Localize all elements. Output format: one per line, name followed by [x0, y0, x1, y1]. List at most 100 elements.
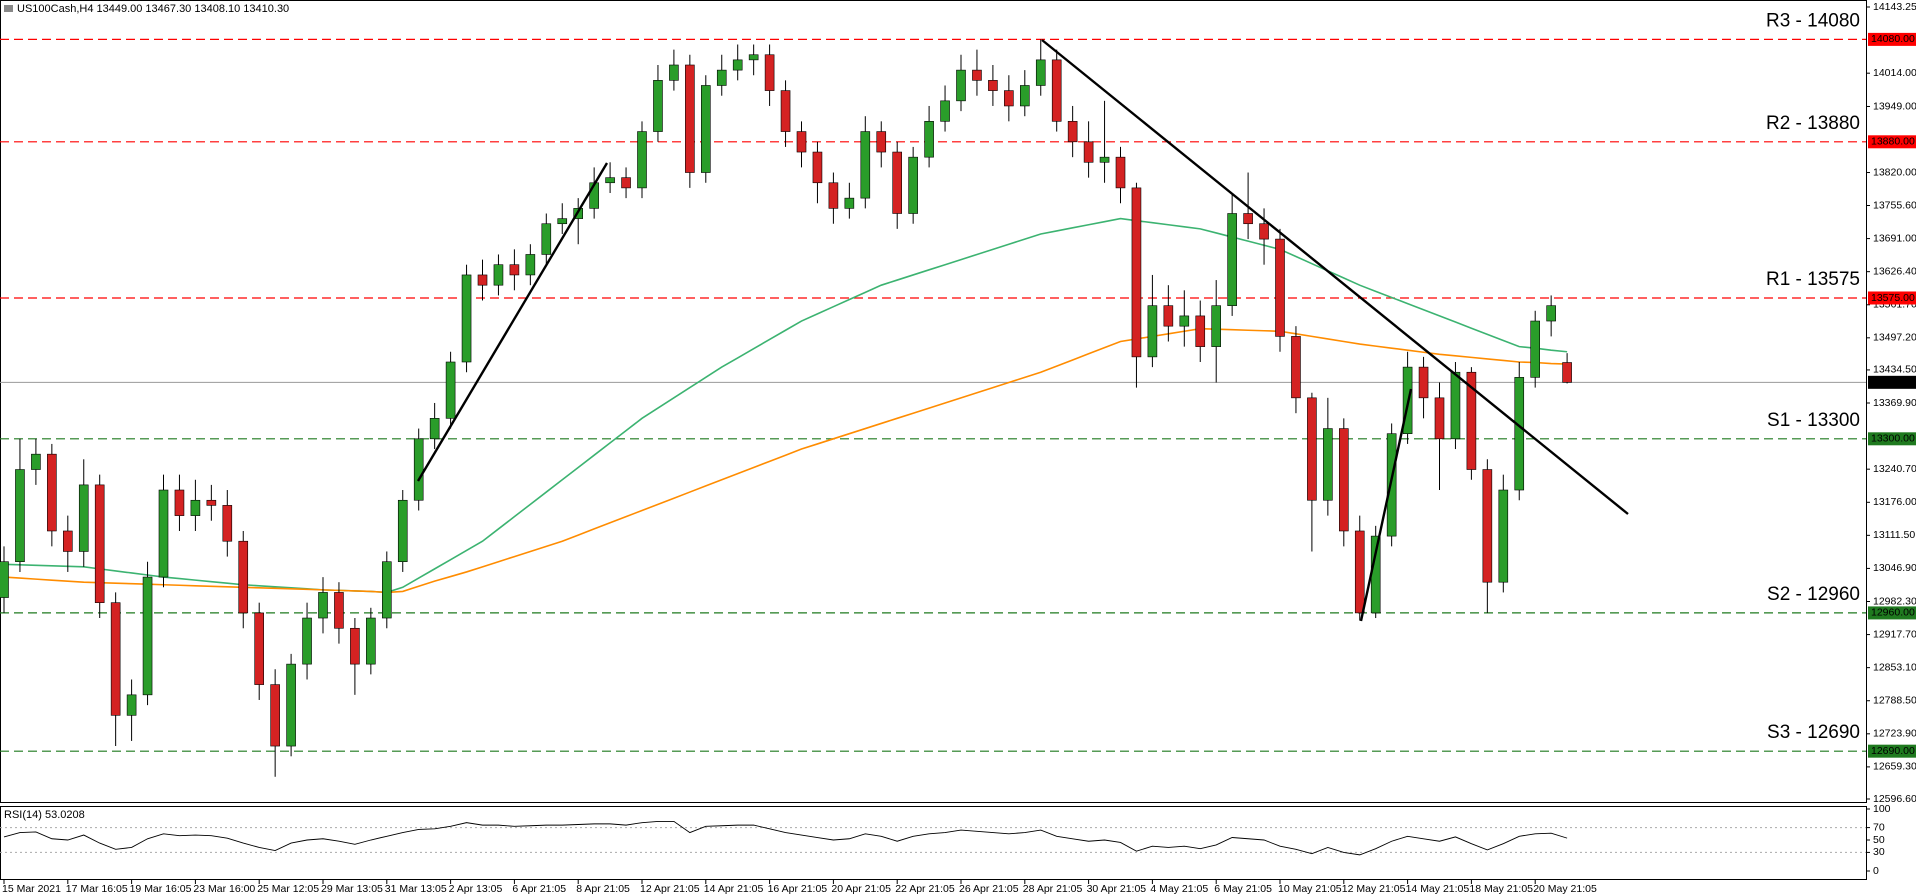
- candle-body: [1131, 187, 1142, 358]
- candle-body: [924, 121, 934, 158]
- candle-body: [47, 453, 57, 532]
- candle-body: [844, 197, 855, 209]
- candle-body: [493, 264, 504, 286]
- candle-body: [940, 100, 950, 122]
- candle-body: [876, 131, 887, 153]
- x-tick-label: 20 May 21:05: [1533, 883, 1597, 895]
- moving-average: [3, 217, 1568, 594]
- level-tick-label: 12690.00: [1871, 745, 1915, 757]
- y-tick-label: 12659.30: [1873, 761, 1916, 773]
- rsi-tick-label: 0: [1873, 865, 1879, 877]
- y-tick-label: 13949.00: [1873, 100, 1916, 112]
- candle-body: [1434, 397, 1445, 440]
- candle-body: [1067, 121, 1078, 143]
- moving-average: [3, 327, 1568, 594]
- symbol-icon: [4, 5, 13, 12]
- candle-body: [557, 218, 568, 225]
- x-tick-label: 30 Apr 21:05: [1087, 883, 1147, 895]
- candle-body: [1466, 371, 1477, 470]
- candle-body: [190, 499, 201, 516]
- x-tick-label: 4 May 21:05: [1150, 883, 1208, 895]
- candle-body: [1546, 305, 1556, 322]
- candle-body: [541, 223, 552, 255]
- candle-body: [62, 530, 73, 552]
- candle-body: [1450, 371, 1461, 440]
- x-tick-label: 20 Apr 21:05: [831, 883, 891, 895]
- x-tick-label: 17 Mar 16:05: [66, 883, 128, 895]
- candle-body: [780, 90, 791, 132]
- rsi-tick-label: 50: [1873, 834, 1885, 846]
- candle-body: [637, 131, 647, 189]
- candle-body: [238, 540, 249, 614]
- candle-body: [429, 418, 440, 440]
- candle-body: [0, 561, 9, 598]
- candle-body: [956, 69, 966, 102]
- x-tick-label: 12 May 21:05: [1342, 883, 1406, 895]
- x-tick-label: 6 Apr 21:05: [512, 883, 566, 895]
- level-tick-box: [1868, 432, 1916, 446]
- y-tick-label: 12596.60: [1873, 793, 1916, 805]
- candle-body: [653, 80, 663, 132]
- candle-body: [716, 69, 727, 86]
- candle-body: [1530, 320, 1540, 378]
- candle-body: [381, 561, 392, 619]
- y-tick-label: 13369.90: [1873, 397, 1916, 409]
- candle-body: [334, 592, 344, 629]
- x-tick-label: 28 Apr 21:05: [1023, 883, 1083, 895]
- level-tick-box: [1868, 744, 1916, 758]
- level-tick-label: 13575.00: [1871, 292, 1915, 304]
- candle-body: [1323, 428, 1333, 501]
- x-tick-label: 12 Apr 21:05: [640, 883, 700, 895]
- candle-body: [685, 64, 695, 173]
- candle-body: [525, 254, 536, 276]
- candle-body: [1339, 428, 1349, 532]
- x-tick-label: 15 Mar 2021: [2, 883, 61, 895]
- candle-body: [158, 489, 169, 578]
- level-tick-label: 13880.00: [1871, 136, 1915, 148]
- candle-body: [1035, 59, 1046, 86]
- candle-body: [700, 85, 711, 173]
- candle-body: [286, 663, 296, 747]
- current-price-box: [1868, 375, 1916, 389]
- candle-body: [1243, 213, 1253, 225]
- x-tick-label: 22 Apr 21:05: [895, 883, 955, 895]
- x-tick-label: 19 Mar 16:05: [130, 883, 192, 895]
- y-tick-label: 13755.60: [1873, 199, 1916, 211]
- level-label: R1 - 13575: [1766, 269, 1860, 290]
- candle-body: [1354, 530, 1365, 614]
- trendline: [1041, 39, 1629, 515]
- candle-body: [366, 617, 376, 665]
- level-tick-label: 12960.00: [1871, 607, 1915, 619]
- x-tick-label: 29 Mar 13:05: [321, 883, 383, 895]
- rsi-line: [3, 820, 1568, 856]
- candle-body: [270, 684, 280, 747]
- rsi-tick-label: 100: [1873, 803, 1891, 815]
- chart-title: US100Cash,H4 13449.00 13467.30 13408.10 …: [17, 3, 289, 15]
- candle-body: [908, 156, 918, 214]
- y-tick-label: 13626.40: [1873, 265, 1916, 277]
- candle-body: [31, 453, 41, 470]
- level-label: S3 - 12690: [1767, 722, 1860, 743]
- candle-body: [1307, 397, 1317, 501]
- candle-body: [174, 489, 185, 516]
- x-tick-label: 16 Apr 21:05: [768, 883, 828, 895]
- level-tick-box: [1868, 291, 1916, 305]
- candle-body: [1259, 223, 1269, 240]
- candle-body: [142, 576, 153, 696]
- level-tick-label: 14080.00: [1871, 33, 1915, 45]
- x-tick-label: 8 Apr 21:05: [576, 883, 630, 895]
- candle-body: [892, 151, 903, 214]
- candle-body: [1195, 315, 1206, 347]
- candle-body: [1291, 336, 1301, 399]
- candle-body: [1019, 85, 1030, 107]
- rsi-label: RSI(14) 53.0208: [4, 809, 85, 821]
- trendlines: [416, 39, 1629, 622]
- y-tick-label: 12982.30: [1873, 595, 1916, 607]
- candle-body: [350, 627, 360, 665]
- candle-body: [94, 484, 105, 603]
- level-tick-box: [1868, 135, 1916, 149]
- candle-body: [397, 499, 408, 563]
- x-tick-label: 31 Mar 13:05: [385, 883, 447, 895]
- candle-body: [206, 499, 217, 506]
- candle-body: [1386, 433, 1397, 537]
